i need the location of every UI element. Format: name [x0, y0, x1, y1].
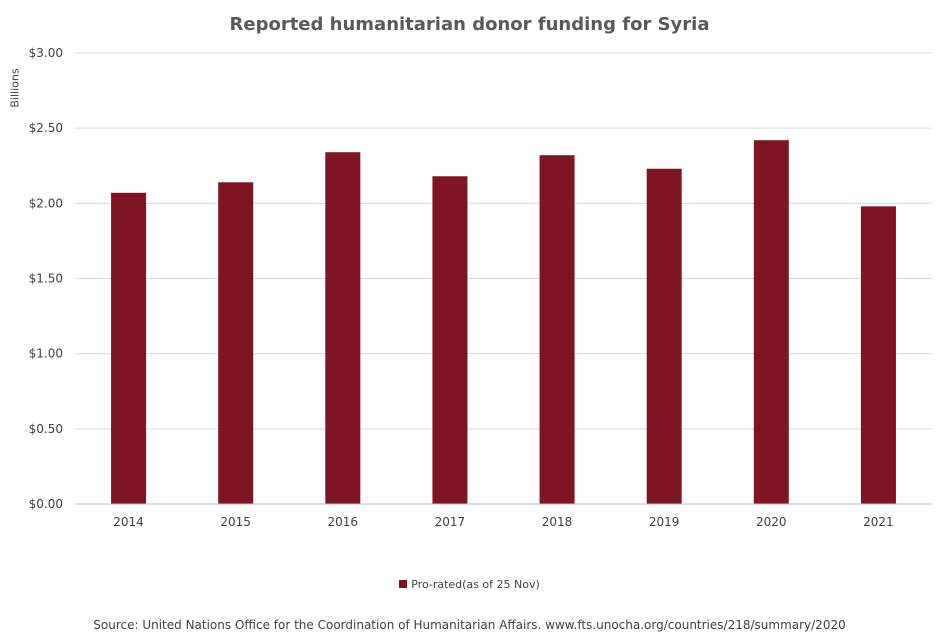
x-tick-label: 2020 — [756, 515, 787, 529]
y-tick-label: $1.00 — [29, 347, 63, 361]
x-tick-label: 2018 — [542, 515, 573, 529]
x-tick-label: 2015 — [220, 515, 251, 529]
legend-swatch — [399, 580, 408, 588]
bar-2019 — [646, 168, 682, 505]
bar-2014 — [111, 192, 147, 504]
y-tick-label: $0.50 — [29, 422, 63, 436]
chart-legend: Pro-rated(as of 25 Nov) — [0, 578, 939, 591]
bar-2021 — [860, 206, 896, 504]
y-tick-label: $3.00 — [29, 46, 63, 60]
chart-title: Reported humanitarian donor funding for … — [229, 14, 710, 35]
y-tick-label: $1.50 — [29, 272, 63, 286]
y-tick-label: $0.00 — [29, 497, 63, 511]
source-note: Source: United Nations Office for the Co… — [93, 618, 846, 632]
x-tick-label: 2021 — [863, 515, 894, 529]
bar-2017 — [432, 176, 468, 505]
x-tick-label: 2016 — [328, 515, 359, 529]
bar-2018 — [539, 155, 575, 504]
y-tick-label: $2.50 — [29, 121, 63, 135]
bar-2020 — [753, 140, 789, 504]
x-tick-label: 2017 — [435, 515, 466, 529]
bar-2016 — [325, 152, 361, 504]
bar-2015 — [218, 182, 254, 504]
legend-label: Pro-rated(as of 25 Nov) — [411, 578, 540, 591]
y-tick-label: $2.00 — [29, 196, 63, 210]
x-tick-label: 2014 — [113, 515, 144, 529]
x-tick-label: 2019 — [649, 515, 680, 529]
